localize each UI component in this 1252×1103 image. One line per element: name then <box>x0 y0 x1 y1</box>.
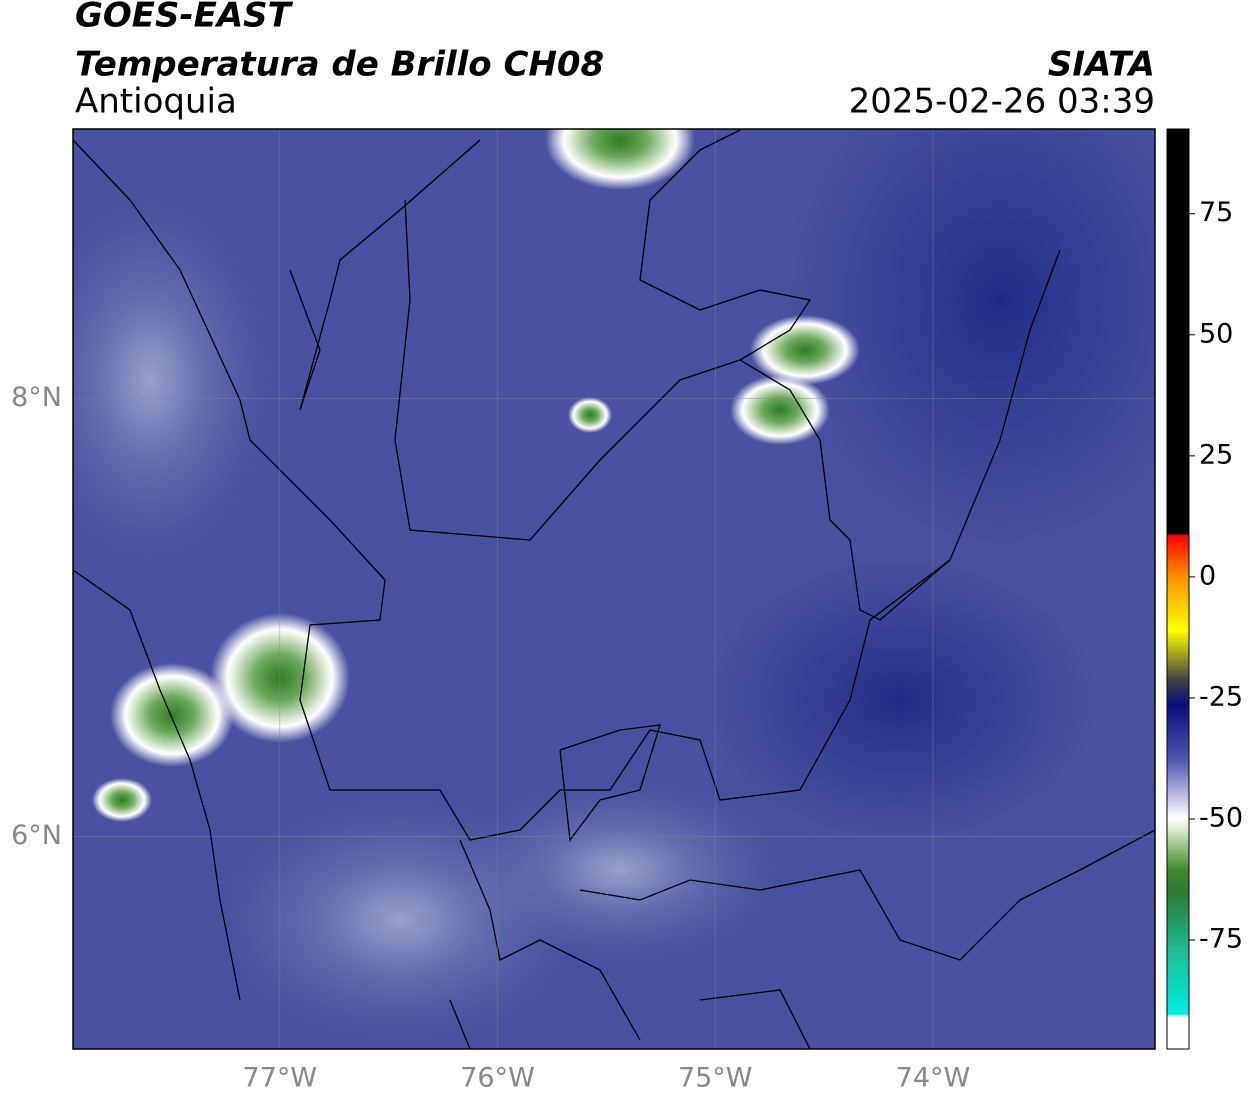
colorbar-tick-label: 75 <box>1199 197 1233 228</box>
title: GOES-EAST <box>75 0 294 36</box>
x-tick-label: 75°W <box>678 1063 753 1094</box>
x-tick-label: 74°W <box>896 1063 971 1094</box>
y-tick-label: 6°N <box>11 820 62 851</box>
colorbar-tick-label: 25 <box>1199 439 1233 470</box>
colorbar <box>1166 128 1190 1050</box>
timestamp: 2025-02-26 03:39 <box>849 82 1155 122</box>
agency: SIATA <box>1048 45 1155 85</box>
colorbar-tick-label: -75 <box>1199 924 1243 955</box>
x-tick-label: 77°W <box>243 1063 318 1094</box>
grid <box>73 129 1155 1049</box>
y-tick-label: 8°N <box>11 382 62 413</box>
map-frame <box>72 128 1156 1050</box>
colorbar-tick-label: 50 <box>1199 318 1233 349</box>
colorbar-tick-label: 0 <box>1199 560 1216 591</box>
colorbar-tick-label: -50 <box>1199 803 1243 834</box>
subtitle: Temperatura de Brillo CH08 <box>75 45 604 85</box>
region: Antioquia <box>75 82 237 122</box>
x-tick-label: 76°W <box>460 1063 535 1094</box>
satellite-image <box>73 129 1155 1049</box>
colorbar-tick-label: -25 <box>1199 681 1243 712</box>
